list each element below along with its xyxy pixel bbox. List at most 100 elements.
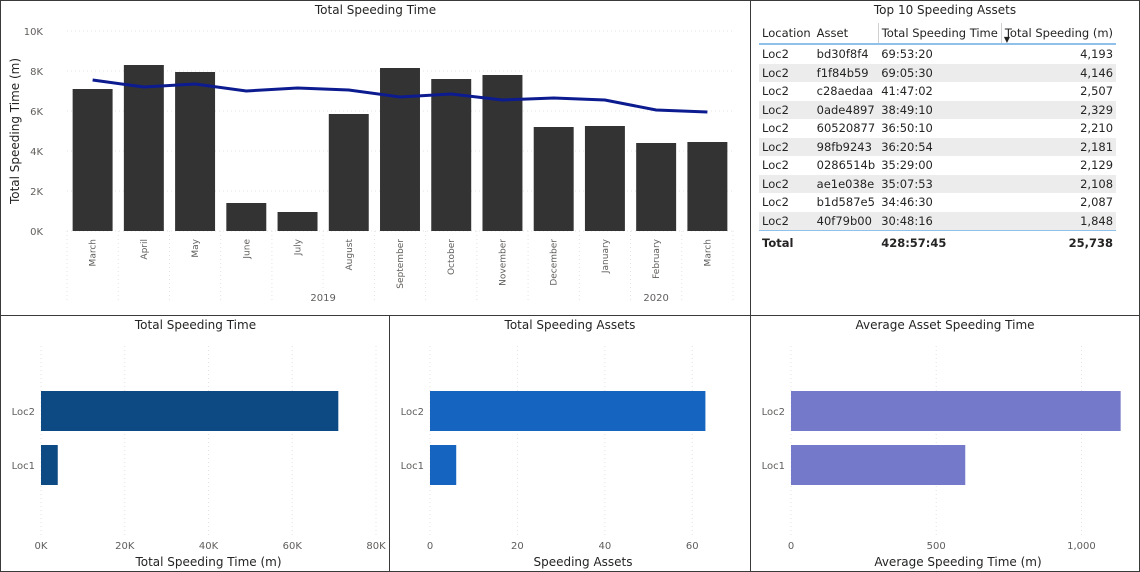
table-row[interactable]: Loc2 60520877 36:50:10 2,210 bbox=[759, 119, 1116, 138]
table-row[interactable]: Loc2 0ade4897 38:49:10 2,329 bbox=[759, 100, 1117, 119]
table-row[interactable]: Loc2 98fb9243 36:20:54 2,181 bbox=[759, 137, 1117, 156]
x-tick-label: 500 bbox=[927, 541, 946, 552]
category-label: Loc2 bbox=[401, 407, 424, 418]
cell-minutes: 2,087 bbox=[1080, 195, 1114, 210]
year-label: 2019 bbox=[310, 293, 335, 304]
x-tick-label: January bbox=[601, 238, 611, 274]
category-label: Loc1 bbox=[762, 461, 785, 472]
y-tick-label: 6K bbox=[30, 107, 43, 118]
col-asset[interactable]: Asset bbox=[813, 23, 879, 45]
table-row[interactable]: Loc2 b1d587e5 34:46:30 2,087 bbox=[759, 193, 1116, 212]
cell-minutes: 2,210 bbox=[1080, 121, 1114, 136]
cell-asset: c28aedaa bbox=[816, 84, 874, 99]
cell-location: Loc2 bbox=[759, 174, 814, 193]
x-tick-label: 1,000 bbox=[1067, 541, 1096, 552]
monthly-speeding-panel: Total Speeding Time 0K 2K 4K 6K 8K 10K Total S… bbox=[0, 0, 751, 316]
x-tick-label: June bbox=[242, 239, 252, 260]
cell-minutes: 4,193 bbox=[1080, 47, 1114, 62]
top10-body: Loc2 bd30f8f4 69:53:20 4,193 Loc2 f1f84b59 69:… bbox=[759, 44, 1117, 253]
bar bbox=[41, 391, 339, 431]
loc-avg-title: Average Asset Speeding Time bbox=[855, 318, 1035, 332]
bar bbox=[380, 68, 420, 231]
x-tick-label: 60 bbox=[686, 541, 699, 552]
x-tick-label: 0 bbox=[427, 541, 433, 552]
bar bbox=[175, 72, 216, 231]
cell-location: Loc2 bbox=[759, 137, 814, 156]
x-tick-label: 80K bbox=[366, 541, 386, 552]
table-header-row: Location Asset Total Speeding Time ▼ Tot… bbox=[759, 23, 1117, 45]
cell-time: 36:50:10 bbox=[881, 121, 933, 136]
x-tick-label: April bbox=[140, 239, 150, 260]
cell-location: Loc2 bbox=[762, 47, 789, 62]
top10-title: Top 10 Speeding Assets bbox=[873, 3, 1017, 17]
bar bbox=[584, 126, 625, 231]
x-tick-label: July bbox=[294, 238, 304, 256]
year-label: 2020 bbox=[643, 293, 668, 304]
loc-assets-panel: Total Speeding Assets 0 20 40 60 Loc2 Loc1 Spe… bbox=[389, 315, 751, 572]
table-total-row: Total 428:57:45 25,738 bbox=[759, 230, 1117, 253]
total-cell-location: Total bbox=[759, 230, 814, 253]
cell-time: 38:49:10 bbox=[878, 100, 1002, 119]
x-tick-label: February bbox=[652, 238, 662, 279]
cell-location: Loc2 bbox=[759, 211, 814, 231]
cell-asset: bd30f8f4 bbox=[816, 47, 869, 62]
table-row[interactable]: Loc2 f1f84b59 69:05:30 4,146 bbox=[759, 63, 1117, 82]
bar bbox=[687, 142, 728, 231]
sort-desc-icon: ▼ bbox=[1003, 35, 1010, 44]
cell-minutes: 2,329 bbox=[1001, 100, 1117, 119]
table-row[interactable]: Loc2 bd30f8f4 69:53:20 4,193 bbox=[759, 44, 1116, 64]
x-tick-label: 20 bbox=[511, 541, 524, 552]
bar bbox=[123, 65, 164, 231]
category-label: Loc2 bbox=[762, 407, 785, 418]
bar bbox=[41, 445, 58, 485]
cell-time: 69:05:30 bbox=[878, 63, 1002, 82]
cell-asset: 40f79b00 bbox=[813, 211, 879, 231]
cell-time: 34:46:30 bbox=[881, 195, 933, 210]
col-total-speeding-m[interactable]: ▼ Total Speeding (m) bbox=[1000, 23, 1117, 45]
trend-line bbox=[92, 78, 708, 114]
cell-time: 41:47:02 bbox=[881, 84, 933, 99]
cell-asset: 60520877 bbox=[816, 121, 876, 136]
x-axis-title: Average Speeding Time (m) bbox=[874, 555, 1041, 569]
bar bbox=[430, 391, 706, 431]
bar bbox=[277, 212, 318, 231]
y-axis-title: Total Speeding Time (m) bbox=[8, 58, 22, 205]
y-tick-label: 8K bbox=[30, 67, 43, 78]
top10-panel: Top 10 Speeding Assets Location Asset To… bbox=[750, 0, 1140, 316]
col-location[interactable]: Location bbox=[759, 23, 814, 45]
monthly-chart-title: Total Speeding Time bbox=[314, 3, 437, 17]
x-tick-label: March bbox=[703, 239, 713, 266]
x-tick-label: March bbox=[89, 239, 99, 266]
category-label: Loc2 bbox=[12, 407, 35, 418]
cell-time: 35:07:53 bbox=[878, 174, 1002, 193]
monthly-speeding-chart: 0K 2K 4K 6K 8K 10K Total Speeding Time (m) Marc… bbox=[8, 27, 734, 304]
bar bbox=[431, 79, 472, 231]
top10-table: Location Asset Total Speeding Time ▼ Tot… bbox=[759, 23, 1117, 253]
y-tick-label: 0K bbox=[30, 227, 43, 238]
y-tick-label: 4K bbox=[30, 147, 43, 158]
loc-time-title: Total Speeding Time bbox=[134, 318, 257, 332]
x-axis-title: Speeding Assets bbox=[533, 555, 632, 569]
cell-location: Loc2 bbox=[762, 158, 789, 173]
cell-asset: ae1e038e bbox=[813, 174, 879, 193]
cell-asset: b1d587e5 bbox=[816, 195, 875, 210]
cell-minutes: 2,108 bbox=[1001, 174, 1117, 193]
loc-avg-chart: 0 500 1,000 Loc2 Loc1 Average Speeding Time (… bbox=[762, 346, 1121, 569]
cell-minutes: 4,146 bbox=[1001, 63, 1117, 82]
cell-minutes: 2,181 bbox=[1001, 137, 1117, 156]
x-tick-label: August bbox=[345, 239, 355, 271]
bar bbox=[72, 89, 113, 231]
loc-speeding-time-chart: 0K 20K 40K 60K 80K Loc2 Loc1 Total Speeding Tim… bbox=[12, 346, 386, 569]
table-row[interactable]: Loc2 c28aedaa 41:47:02 2,507 bbox=[759, 82, 1116, 101]
cell-location: Loc2 bbox=[762, 84, 789, 99]
table-row[interactable]: Loc2 ae1e038e 35:07:53 2,108 bbox=[759, 174, 1117, 193]
table-row[interactable]: Loc2 40f79b00 30:48:16 1,848 bbox=[759, 211, 1117, 231]
total-cell-asset bbox=[813, 230, 879, 253]
bar bbox=[791, 391, 1121, 431]
loc-avg-panel: Average Asset Speeding Time 0 500 1,000 Loc… bbox=[750, 315, 1140, 572]
cell-asset: 0ade4897 bbox=[813, 100, 879, 119]
table-row[interactable]: Loc2 0286514b 35:29:00 2,129 bbox=[759, 156, 1116, 175]
col-total-speeding-time[interactable]: Total Speeding Time bbox=[877, 23, 1002, 45]
category-label: Loc1 bbox=[12, 461, 35, 472]
x-tick-label: 0 bbox=[788, 541, 794, 552]
